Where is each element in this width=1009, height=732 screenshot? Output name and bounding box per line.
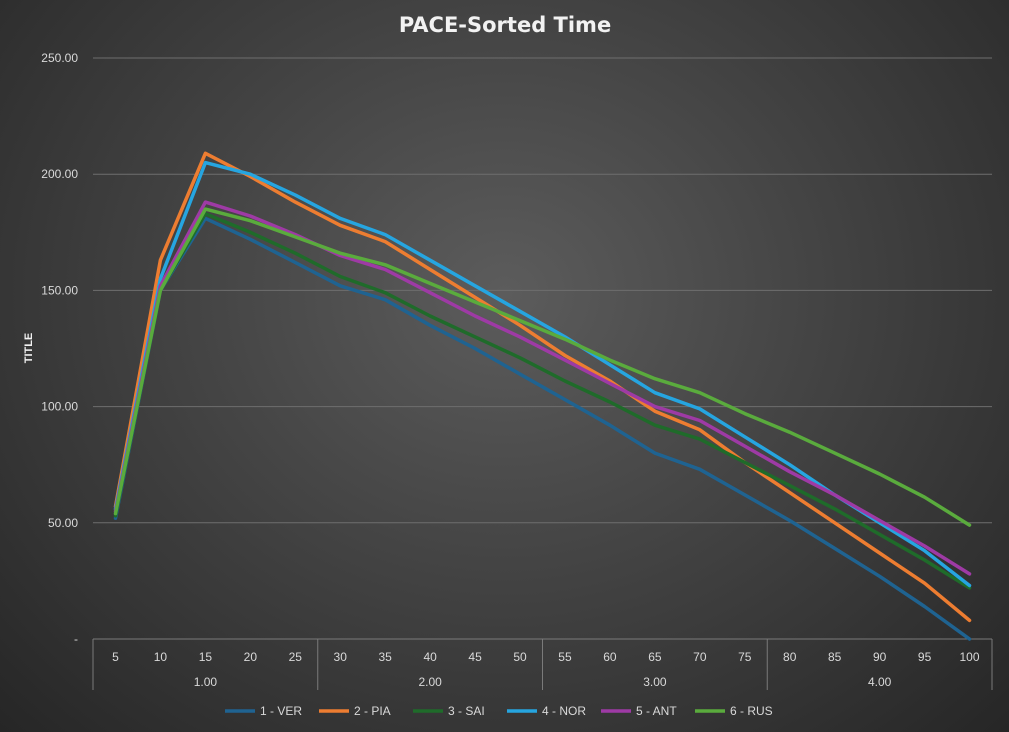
x-group-label: 1.00: [194, 675, 218, 689]
legend-label: 1 - VER: [260, 704, 302, 718]
y-tick-label: 150.00: [41, 283, 78, 297]
x-tick-label: 90: [873, 650, 887, 664]
series-line-1-ver: [113, 216, 972, 641]
chart-title: PACE-Sorted Time: [399, 13, 611, 37]
x-tick-label: 55: [558, 650, 572, 664]
legend-item: 1 - VER: [225, 704, 302, 718]
x-tick-label: 75: [738, 650, 752, 664]
legend-label: 6 - RUS: [730, 704, 773, 718]
x-tick-label: 35: [378, 650, 392, 664]
x-tick-label: 45: [468, 650, 482, 664]
series-line-5-ant: [113, 200, 972, 576]
x-group-label: 2.00: [418, 675, 442, 689]
x-axis: 5 10 15 20 25 30 35 40 45 50 55 60 65 70 75 80 85 90 95 100…: [92, 638, 993, 690]
legend-label: 3 - SAI: [448, 704, 485, 718]
legend-item: 4 - NOR: [507, 704, 586, 718]
x-tick-label: 25: [289, 650, 303, 664]
x-tick-label: 20: [244, 650, 258, 664]
legend-item: 5 - ANT: [601, 704, 677, 718]
legend-item: 2 - PIA: [319, 704, 391, 718]
series-line-4-nor: [113, 160, 972, 588]
x-tick-label: 95: [918, 650, 932, 664]
y-axis-ticks: - 50.00 100.00 150.00 200.00 250.00: [41, 51, 78, 646]
y-tick-label: -: [74, 632, 78, 646]
x-tick-label: 65: [648, 650, 662, 664]
x-group-label: 4.00: [868, 675, 892, 689]
series-line-6-rus: [113, 207, 972, 527]
series-line-2-pia: [113, 151, 972, 623]
x-tick-label: 60: [603, 650, 617, 664]
y-tick-label: 200.00: [41, 167, 78, 181]
legend-item: 6 - RUS: [695, 704, 773, 718]
legend-label: 2 - PIA: [354, 704, 391, 718]
legend-item: 3 - SAI: [413, 704, 485, 718]
x-tick-label: 85: [828, 650, 842, 664]
x-group-label: 3.00: [643, 675, 667, 689]
x-tick-label: 100: [960, 650, 980, 664]
y-axis-title: TITLE: [23, 333, 35, 364]
y-tick-label: 250.00: [41, 51, 78, 65]
x-tick-label: 15: [199, 650, 213, 664]
legend: 1 - VER 2 - PIA 3 - SAI 4 - NOR 5 - ANT 6 - R…: [225, 704, 773, 718]
gridlines: [93, 57, 992, 524]
x-tick-label: 40: [423, 650, 437, 664]
x-tick-label: 10: [154, 650, 168, 664]
y-tick-label: 100.00: [41, 400, 78, 414]
x-tick-label: 5: [112, 650, 119, 664]
x-tick-label: 50: [513, 650, 527, 664]
x-tick-label: 30: [334, 650, 348, 664]
series-lines: [113, 151, 972, 641]
series-line-3-sai: [113, 211, 972, 590]
y-tick-label: 50.00: [48, 516, 78, 530]
legend-label: 5 - ANT: [636, 704, 677, 718]
x-tick-label: 70: [693, 650, 707, 664]
x-tick-label: 80: [783, 650, 797, 664]
legend-label: 4 - NOR: [542, 704, 586, 718]
